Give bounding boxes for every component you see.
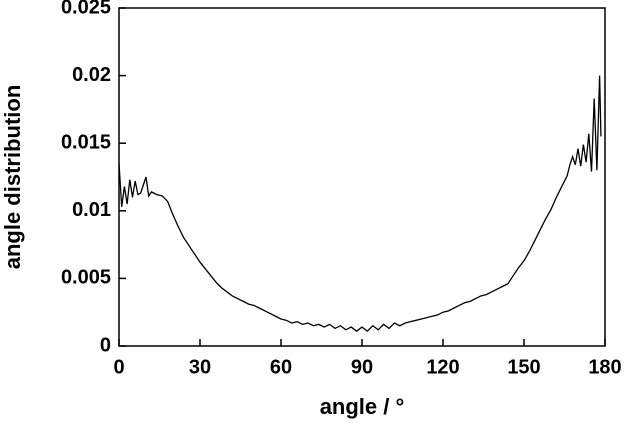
x-tick-label: 180 xyxy=(588,356,621,378)
y-tick-label: 0 xyxy=(100,334,111,356)
x-tick-label: 0 xyxy=(113,356,124,378)
y-tick-label: 0.02 xyxy=(72,64,111,86)
plot-frame xyxy=(118,7,606,347)
y-tick-label: 0.025 xyxy=(61,0,111,18)
x-tick-label: 30 xyxy=(189,356,211,378)
x-tick-label: 120 xyxy=(426,356,459,378)
y-tick-label: 0.015 xyxy=(61,131,111,153)
data-line xyxy=(118,75,602,332)
x-axis-title: angle / ° xyxy=(320,394,405,419)
x-tick-label: 60 xyxy=(270,356,292,378)
y-axis-title: angle distribution xyxy=(0,85,25,270)
x-tick-label: 150 xyxy=(507,356,540,378)
y-tick-label: 0.005 xyxy=(61,267,111,289)
x-tick-label: 90 xyxy=(351,356,373,378)
y-tick-label: 0.01 xyxy=(72,199,111,221)
